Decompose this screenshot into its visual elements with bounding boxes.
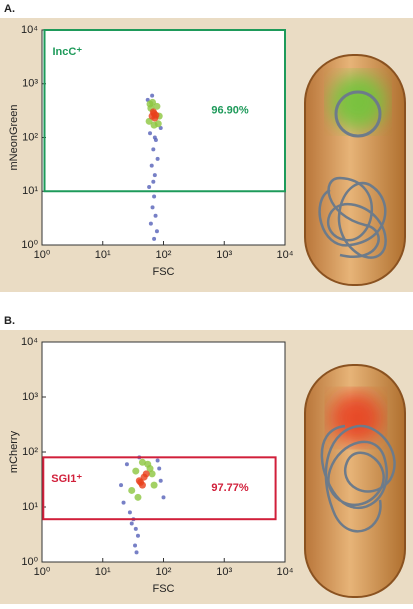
event-point — [149, 163, 154, 168]
event-point — [152, 135, 157, 140]
gate-label: IncC⁺ — [53, 46, 83, 58]
event-point — [152, 236, 157, 241]
event-point — [161, 495, 166, 500]
gate — [42, 456, 277, 521]
event-point — [153, 213, 158, 218]
y-axis-label: mCherry — [8, 430, 20, 473]
event-point — [149, 98, 157, 106]
y-axis-label: mNeonGreen — [8, 104, 20, 170]
event-point — [132, 467, 140, 475]
x-axis-label: FSC — [153, 266, 175, 278]
event-point — [148, 221, 153, 226]
x-tick-label: 10² — [156, 249, 172, 261]
event-point — [148, 470, 156, 478]
event-point — [150, 205, 155, 210]
y-tick-label: 10¹ — [22, 501, 38, 513]
event-point — [158, 126, 163, 131]
gate — [43, 29, 287, 193]
panel-label: A. — [4, 3, 15, 15]
event-point — [152, 194, 157, 199]
event-point — [129, 521, 134, 526]
event-point — [150, 481, 158, 489]
x-tick-label: 10³ — [216, 566, 232, 578]
x-tick-label: 10³ — [216, 249, 232, 261]
event-point — [155, 156, 160, 161]
event-point — [158, 478, 163, 483]
cell-illustration — [304, 364, 406, 598]
event-point — [137, 478, 145, 486]
event-point — [134, 493, 142, 501]
event-point — [124, 462, 129, 467]
event-point — [144, 460, 152, 468]
y-tick-label: 10² — [22, 131, 38, 143]
gate-label: SGI1⁺ — [51, 473, 82, 485]
x-tick-label: 10² — [156, 566, 172, 578]
event-point — [148, 131, 153, 136]
y-tick-label: 10³ — [22, 391, 38, 403]
x-tick-label: 10⁴ — [277, 566, 294, 578]
y-tick-label: 10⁴ — [21, 24, 38, 36]
x-axis-label: FSC — [153, 583, 175, 595]
event-point — [150, 121, 158, 129]
x-tick-label: 10⁰ — [34, 249, 51, 261]
x-tick-label: 10⁴ — [277, 249, 294, 261]
event-point — [134, 550, 139, 555]
event-point — [133, 526, 138, 531]
plot-area — [41, 29, 286, 246]
event-point — [151, 179, 156, 184]
event-point — [142, 470, 150, 478]
cell-illustration — [304, 54, 406, 286]
event-point — [147, 184, 152, 189]
event-point — [152, 111, 160, 119]
plot-area — [41, 341, 286, 563]
gate-percent: 96.90% — [211, 105, 249, 117]
x-tick-label: 10¹ — [95, 566, 111, 578]
event-point — [154, 229, 159, 234]
event-point — [145, 117, 153, 125]
y-tick-label: 10³ — [22, 78, 38, 90]
event-point — [157, 466, 162, 471]
event-point — [127, 510, 132, 515]
panel-label: B. — [4, 315, 15, 327]
event-point — [133, 543, 138, 548]
event-point — [121, 500, 126, 505]
gate-percent: 97.77% — [211, 482, 249, 494]
y-tick-label: 10¹ — [22, 185, 38, 197]
event-point — [155, 458, 160, 463]
event-point — [151, 147, 156, 152]
y-tick-label: 10⁰ — [21, 239, 38, 251]
event-point — [135, 533, 140, 538]
event-point — [128, 486, 136, 494]
y-tick-label: 10⁰ — [21, 556, 38, 568]
event-point — [152, 173, 157, 178]
event-point — [119, 483, 124, 488]
x-tick-label: 10¹ — [95, 249, 111, 261]
x-tick-label: 10⁰ — [34, 566, 51, 578]
event-point — [138, 458, 146, 466]
y-tick-label: 10² — [22, 446, 38, 458]
y-tick-label: 10⁴ — [21, 336, 38, 348]
event-point — [150, 93, 155, 98]
